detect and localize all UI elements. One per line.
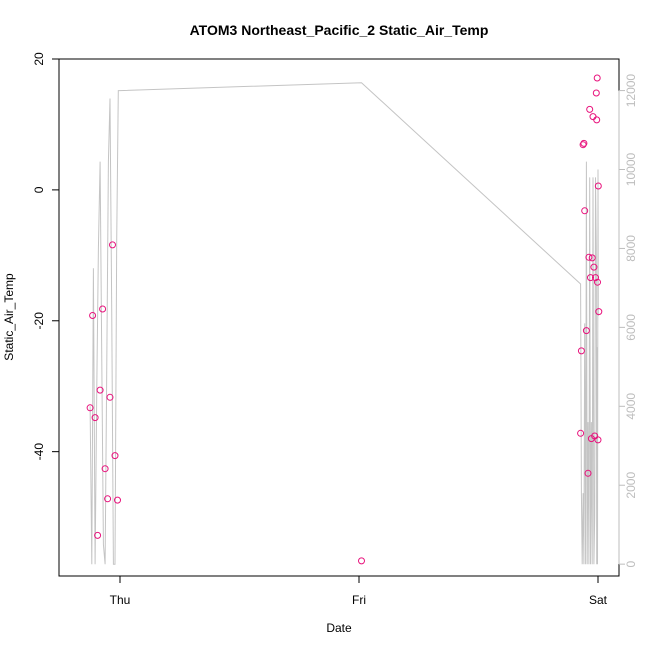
data-point bbox=[589, 113, 597, 121]
data-point bbox=[592, 89, 600, 97]
right-tick-label: 0 bbox=[624, 561, 638, 568]
right-tick-label: 8000 bbox=[624, 235, 638, 262]
data-point bbox=[593, 74, 601, 82]
right-tick-label: 6000 bbox=[624, 314, 638, 341]
data-point bbox=[109, 241, 116, 249]
data-point bbox=[587, 274, 594, 282]
data-point bbox=[581, 207, 589, 215]
data-point bbox=[584, 469, 592, 477]
x-axis-label: Date bbox=[326, 621, 352, 635]
data-point bbox=[594, 436, 602, 444]
altitude-line bbox=[89, 82, 599, 565]
right-tick-label: 12000 bbox=[624, 74, 638, 108]
data-point bbox=[89, 312, 97, 319]
data-point bbox=[94, 531, 102, 539]
left-y-axis: -40 -20 0 20 bbox=[32, 52, 59, 460]
data-point bbox=[111, 452, 119, 460]
data-point bbox=[594, 182, 602, 190]
data-point bbox=[588, 254, 596, 262]
data-point bbox=[86, 404, 94, 412]
temperature-points bbox=[86, 74, 603, 565]
right-y-axis: 0 2000 4000 6000 8000 10000 12000 bbox=[618, 74, 638, 568]
data-point bbox=[114, 496, 121, 504]
data-point bbox=[91, 414, 99, 422]
data-point bbox=[577, 429, 585, 437]
plot-area-frame bbox=[58, 58, 620, 577]
x-tick-label: Thu bbox=[110, 593, 131, 607]
left-tick-label: 20 bbox=[32, 52, 46, 66]
data-point bbox=[358, 557, 365, 565]
left-tick-label: -20 bbox=[32, 312, 46, 330]
data-point bbox=[590, 263, 598, 271]
right-tick-label: 4000 bbox=[624, 393, 638, 420]
x-tick-label: Fri bbox=[352, 593, 366, 607]
y-axis-label: Static_Air_Temp bbox=[2, 273, 16, 361]
data-point bbox=[595, 308, 603, 316]
left-tick-label: 0 bbox=[32, 186, 46, 193]
data-point bbox=[106, 393, 114, 401]
x-tick-label: Sat bbox=[589, 593, 608, 607]
data-point bbox=[580, 139, 588, 147]
data-point bbox=[585, 253, 593, 261]
data-point bbox=[592, 274, 599, 282]
left-tick-label: -40 bbox=[32, 443, 46, 461]
data-point bbox=[579, 141, 587, 149]
data-point bbox=[594, 278, 601, 286]
data-point bbox=[96, 386, 104, 394]
right-tick-label: 2000 bbox=[624, 472, 638, 499]
right-tick-label: 10000 bbox=[624, 152, 638, 186]
data-point bbox=[104, 495, 112, 503]
x-axis: Thu Fri Sat bbox=[110, 576, 608, 607]
altitude-series-line bbox=[89, 82, 599, 565]
data-point bbox=[582, 327, 590, 335]
data-point bbox=[586, 105, 594, 113]
data-point bbox=[101, 465, 109, 473]
chart-title: ATOM3 Northeast_Pacific_2 Static_Air_Tem… bbox=[190, 22, 489, 38]
data-point bbox=[577, 347, 585, 355]
data-point bbox=[593, 116, 601, 124]
data-point bbox=[99, 305, 107, 313]
